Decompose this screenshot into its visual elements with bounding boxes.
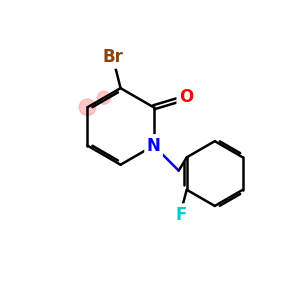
Text: Br: Br [103,48,124,66]
Text: O: O [179,88,193,106]
Text: N: N [147,136,160,154]
Text: F: F [175,206,187,224]
Circle shape [79,99,96,116]
Circle shape [98,91,110,104]
